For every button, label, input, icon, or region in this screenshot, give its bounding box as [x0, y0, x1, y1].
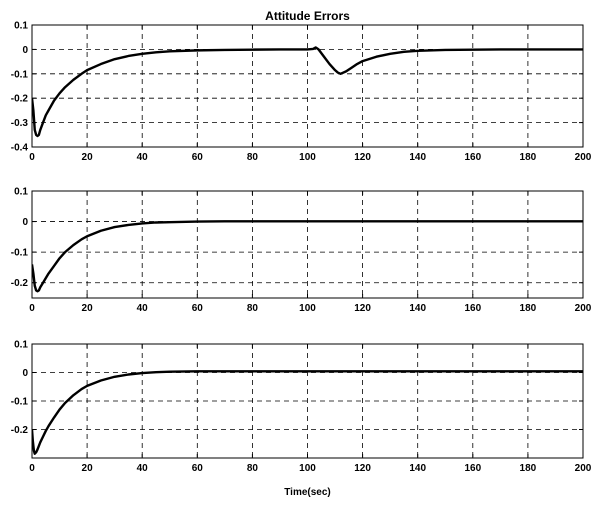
x-tick-label: 160 — [464, 463, 481, 474]
x-tick-label: 0 — [29, 463, 35, 474]
x-tick-label: 80 — [247, 152, 259, 163]
x-tick-label: 160 — [464, 303, 481, 314]
x-tick-label: 60 — [192, 152, 204, 163]
axes-frame — [31, 190, 584, 299]
x-tick-label: 140 — [409, 152, 426, 163]
x-tick-label: 40 — [137, 152, 149, 163]
series-line-1 — [32, 46, 583, 138]
x-tick-label: 80 — [247, 303, 259, 314]
x-tick-label: 200 — [575, 303, 592, 314]
x-tick-label: 120 — [354, 303, 371, 314]
y-tick-label: 0.1 — [14, 21, 28, 32]
x-tick-label: 80 — [247, 463, 259, 474]
axes-frame — [31, 343, 584, 459]
x-tick-label: 20 — [82, 152, 94, 163]
x-tick-label: 60 — [192, 463, 204, 474]
subplot-1: 0 20 40 60 80 100 120 140 160 180 200 0.1 0 -0.1 -0.2 -… — [11, 9, 592, 163]
series-line-1 — [32, 220, 583, 293]
y-tick-label: -0.1 — [11, 69, 29, 80]
y-tick-label: -0.2 — [11, 425, 29, 436]
x-tick-label: 60 — [192, 303, 204, 314]
y-tick-label: -0.3 — [11, 118, 29, 129]
x-tick-label: 200 — [575, 463, 592, 474]
x-tick-label: 40 — [137, 463, 149, 474]
y-tick-label: 0.1 — [14, 340, 28, 351]
y-tick-label: -0.1 — [11, 248, 29, 259]
subplot-3: 0 20 40 60 80 100 120 140 160 180 200 0.1 0 -0.1 -0.2 T… — [11, 340, 592, 499]
y-tick-label: -0.2 — [11, 94, 29, 105]
x-tick-label: 100 — [299, 303, 316, 314]
series-line-1 — [32, 370, 583, 455]
x-axis-label: Time(sec) — [284, 487, 331, 498]
x-tick-label: 140 — [409, 303, 426, 314]
x-tick-label: 40 — [137, 303, 149, 314]
x-tick-label: 120 — [354, 463, 371, 474]
x-tick-label: 0 — [29, 152, 35, 163]
x-tick-label: 100 — [299, 152, 316, 163]
chart-title: Attitude Errors — [265, 9, 350, 23]
x-tick-label: 180 — [520, 463, 537, 474]
x-tick-label: 120 — [354, 152, 371, 163]
x-tick-label: 180 — [520, 303, 537, 314]
axes-frame — [31, 24, 584, 148]
x-tick-label: 20 — [82, 463, 94, 474]
y-tick-label: -0.4 — [11, 143, 29, 154]
x-tick-label: 140 — [409, 463, 426, 474]
y-tick-label: 0 — [22, 45, 28, 56]
x-tick-label: 0 — [29, 303, 35, 314]
subplot-2: 0 20 40 60 80 100 120 140 160 180 200 0.1 0 -0.1 -0.2 — [11, 187, 592, 315]
x-tick-label: 200 — [575, 152, 592, 163]
y-tick-label: 0 — [22, 368, 28, 379]
x-tick-label: 100 — [299, 463, 316, 474]
x-tick-label: 20 — [82, 303, 94, 314]
y-tick-label: -0.1 — [11, 397, 29, 408]
x-tick-label: 180 — [520, 152, 537, 163]
y-tick-label: 0.1 — [14, 187, 28, 198]
plot-area — [32, 191, 583, 298]
y-tick-label: -0.2 — [11, 278, 29, 289]
y-tick-label: 0 — [22, 217, 28, 228]
x-tick-label: 160 — [464, 152, 481, 163]
